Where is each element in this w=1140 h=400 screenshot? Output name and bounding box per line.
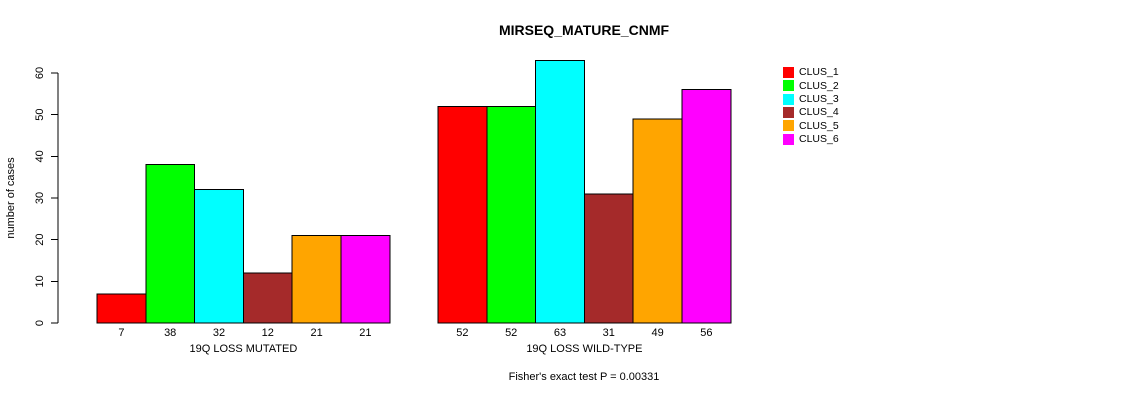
legend-label: CLUS_6: [799, 132, 839, 145]
bar-clus_4-group2: [583, 193, 634, 324]
bar-clus_3-group1: [194, 189, 244, 324]
legend-swatch-icon: [783, 133, 794, 145]
legend-swatch-icon: [783, 120, 794, 132]
legend-item-clus_3: CLUS_3: [783, 93, 839, 106]
y-axis-tick-label: 0: [34, 320, 46, 326]
legend-label: CLUS_1: [799, 66, 839, 79]
bar-value-label: 32: [213, 327, 225, 339]
y-axis-tick-label: 50: [34, 109, 46, 121]
y-axis-tick-label: 60: [34, 67, 46, 79]
legend-label: CLUS_3: [799, 92, 839, 105]
chart-title: MIRSEQ_MATURE_CNMF: [498, 22, 670, 38]
bar-clus_6-group2: [681, 89, 732, 324]
y-axis-label: number of cases: [5, 157, 17, 239]
legend: CLUS_1 CLUS_2 CLUS_3 CLUS_4 CLUS_5 CLUS_6: [783, 66, 839, 146]
bar-value-label: 21: [310, 327, 322, 339]
legend-label: CLUS_2: [799, 79, 839, 92]
y-axis-tick-label: 20: [34, 234, 46, 246]
legend-swatch-icon: [783, 107, 794, 119]
bar-clus_5-group2: [632, 118, 683, 324]
y-axis-tick-label: 40: [34, 150, 46, 162]
bar-clus_5-group1: [291, 235, 342, 324]
bar-clus_6-group1: [340, 235, 391, 324]
legend-item-clus_4: CLUS_4: [783, 106, 839, 119]
bar-value-label: 63: [554, 327, 566, 339]
bar-value-label: 52: [505, 327, 517, 339]
bar-value-label: 49: [651, 327, 663, 339]
bar-clus_2-group1: [145, 164, 196, 324]
legend-item-clus_2: CLUS_2: [783, 79, 839, 92]
bar-value-label: 21: [359, 327, 371, 339]
bar-value-label: 12: [262, 327, 274, 339]
bar-clus_1-group1: [96, 293, 147, 324]
legend-swatch-icon: [783, 93, 794, 105]
bar-clus_3-group2: [535, 60, 585, 324]
bar-value-label: 7: [118, 327, 124, 339]
legend-item-clus_5: CLUS_5: [783, 119, 839, 132]
legend-label: CLUS_4: [799, 106, 839, 119]
legend-item-clus_6: CLUS_6: [783, 132, 839, 145]
annotation-fisher-test: Fisher's exact test P = 0.00331: [508, 371, 660, 383]
bar-clus_1-group2: [437, 105, 488, 324]
bar-value-label: 52: [456, 327, 468, 339]
bar-value-label: 56: [700, 327, 712, 339]
group-label: 19Q LOSS WILD-TYPE: [526, 343, 642, 355]
group-label: 19Q LOSS MUTATED: [190, 343, 298, 355]
bar-clus_4-group1: [242, 272, 293, 324]
legend-swatch-icon: [783, 67, 794, 79]
bar-value-label: 38: [164, 327, 176, 339]
y-axis-tick-label: 30: [34, 192, 46, 204]
legend-label: CLUS_5: [799, 119, 839, 132]
bar-value-label: 31: [603, 327, 615, 339]
y-axis-tick-label: 10: [34, 275, 46, 287]
legend-item-clus_1: CLUS_1: [783, 66, 839, 79]
bar-clus_2-group2: [486, 105, 537, 324]
legend-swatch-icon: [783, 80, 794, 92]
